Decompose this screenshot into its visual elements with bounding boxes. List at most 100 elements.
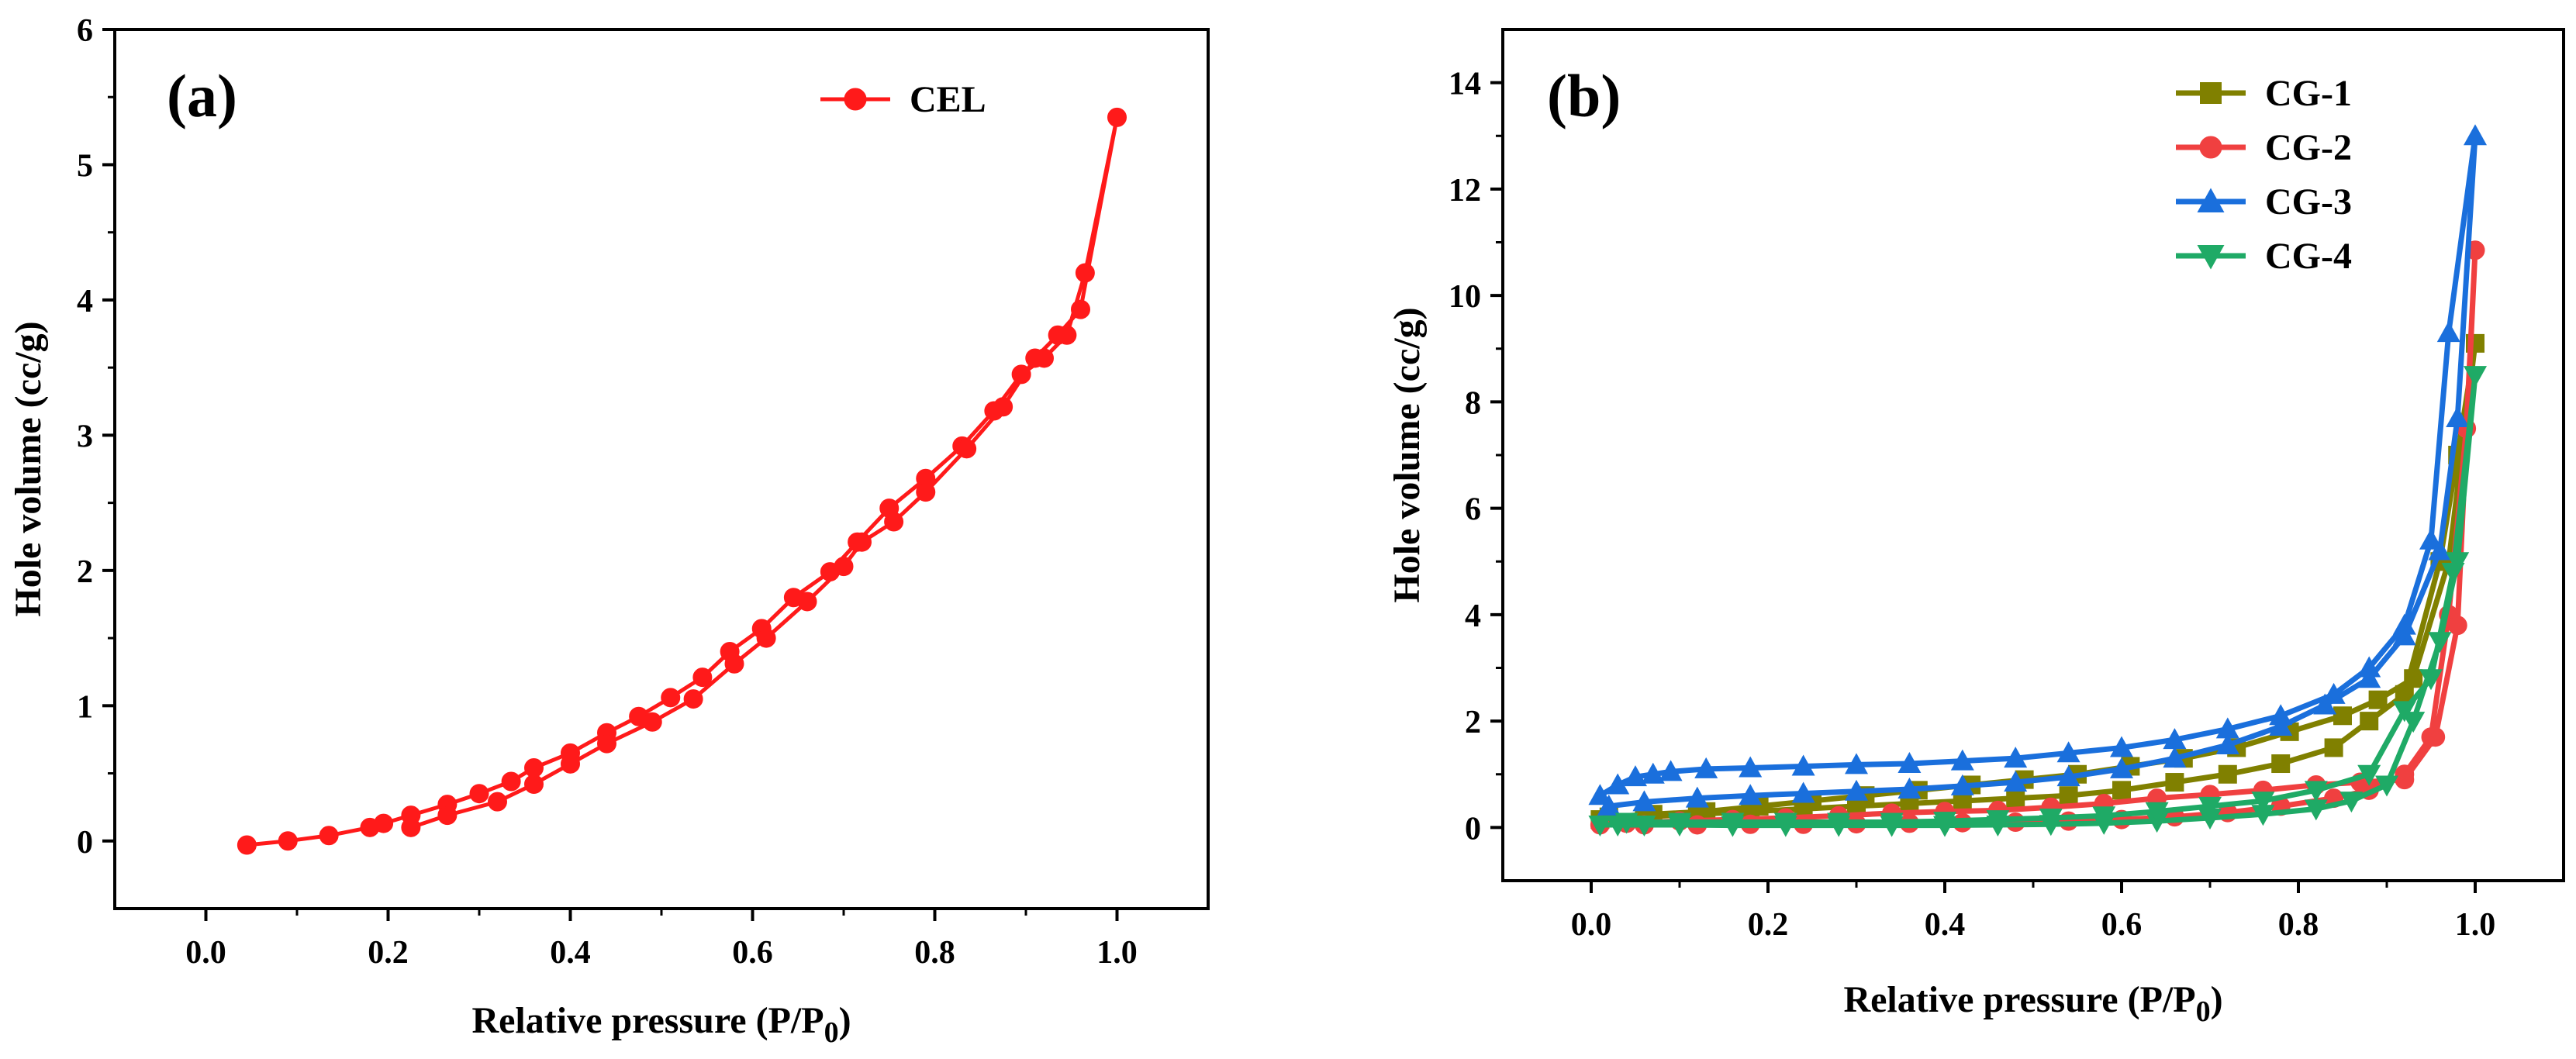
panel-b-data-point-CG-3 [2163,747,2187,768]
panel-b-data-point-CG-3 [2269,714,2293,736]
panel-a-x-tick-label: 0.0 [185,935,226,971]
panel-b-label: (b) [1547,62,1621,129]
panel-a-x-axis-title: Relative pressure (P/P0) [471,1000,851,1049]
panel-b-x-tick-label: 0.0 [1571,907,1612,943]
panel-b-data-point-CG-4 [2039,809,2063,830]
panel-a-data-point-CEL [501,771,521,792]
panel-a-y-tick-label: 2 [77,554,93,590]
panel-b-data-point-CG-3 [1897,777,1922,799]
panel-b-data-point-CG-4 [1632,815,1656,837]
panel-b-x-tick-label: 0.2 [1748,907,1789,943]
panel-b-series-CG-2 [1590,240,2485,835]
panel-a-series-CEL [237,107,1127,855]
panel-b-legend-marker-CG-2 [2199,136,2222,159]
panel-b-x-axis-title: Relative pressure (P/P0) [1843,979,2222,1028]
panel-b-data-point-CG-3 [1845,779,1868,801]
panel-b-data-point-CG-3 [2428,539,2452,561]
panel-b-data-point-CG-4 [2304,799,2328,821]
panel-b-x-tick-label: 0.8 [2278,907,2319,943]
panel-a-y-tick-label: 3 [77,419,93,454]
panel-a-data-point-CEL [1048,325,1068,345]
panel-b-series-line-CG-1 [1600,340,2478,823]
panel-b-data-point-CG-4 [1721,812,1745,834]
panel-b-data-point-CG-3 [2357,667,2381,688]
panel-b-y-tick-label: 8 [1465,385,1481,421]
panel-b-data-point-CG-3 [2004,771,2028,792]
panel-b-data-point-CG-3 [2357,656,2381,678]
panel-b-data-point-CG-4 [1773,812,1797,834]
panel-a-x-tick-label: 0.2 [368,935,409,971]
panel-b-data-point-CG-4 [1880,812,1904,834]
panel-b-y-tick-label: 2 [1465,705,1481,740]
panel-b-data-point-CG-1 [2368,690,2388,709]
panel-a-data-point-CEL [469,784,489,804]
panel-a-data-point-CEL [401,817,421,837]
panel-b-data-point-CG-4 [1588,815,1612,837]
panel-a-data-point-CEL [319,826,339,846]
panel-b-data-point-CG-3 [2313,693,2337,715]
panel-b-data-point-CG-3 [1632,790,1656,812]
panel-b-data-point-CG-2 [2447,616,2467,636]
panel-b-chart: 0.0 0.2 0.4 0.6 0.8 1.0 0 2 4 6 8 10 12 14 Relative pr… [1386,28,2565,1028]
panel-a-data-point-CEL [488,792,507,812]
panel-a-data-point-CEL [661,688,681,708]
panel-a-data-point-CEL [1071,299,1090,319]
panel-b-data-point-CG-3 [2056,765,2080,787]
panel-b-data-point-CG-1 [2324,738,2343,757]
panel-b-y-tick-label: 12 [1449,173,1481,209]
panel-b-frame [1501,28,2565,882]
panel-b-data-point-CG-3 [2392,613,2416,635]
panel-b-data-point-CG-3 [1739,756,1763,778]
panel-b-data-point-CG-3 [2004,747,2028,768]
panel-a-data-point-CEL [884,512,904,532]
panel-b-data-point-CG-3 [2110,736,2133,757]
panel-a-data-point-CEL [278,831,298,851]
panel-a-frame [113,28,1210,910]
panel-b-data-point-CG-3 [1588,784,1612,805]
panel-b-legend-label-CG-4: CG-4 [2265,236,2352,277]
panel-b-data-point-CG-3 [2419,528,2443,550]
panel-a-y-tick-label: 4 [77,284,93,319]
panel-a-data-point-CEL [437,805,458,826]
panel-a-data-point-CEL [374,813,394,833]
panel-b-data-point-CG-4 [2092,806,2116,828]
panel-a-y-tick-label: 1 [77,689,93,725]
panel-b-data-point-CG-4 [1668,812,1691,834]
panel-b-data-point-CG-4 [2251,805,2275,826]
panel-a-data-point-CEL [237,835,257,855]
panel-b-series-CG-4 [1588,366,2487,837]
panel-b-data-point-CG-3 [1950,749,1974,771]
panel-a-data-point-CEL [756,628,776,648]
panel-b-data-point-CG-3 [1897,752,1922,774]
panel-a-data-point-CEL [834,557,854,577]
panel-a-legend-label-CEL: CEL [910,79,986,120]
panel-b-data-point-CG-1 [2112,781,2131,800]
panel-a-data-point-CEL [1025,348,1045,368]
panel-a-x-tick-label: 1.0 [1096,935,1138,971]
panel-b-y-tick-label: 6 [1465,492,1481,528]
panel-b-series-CG-3 [1588,124,2487,816]
panel-b-data-point-CG-3 [1694,757,1718,778]
panel-b-data-point-CG-4 [2464,366,2487,388]
panel-b-data-point-CG-1 [2218,764,2237,784]
panel-b-data-point-CG-3 [2215,717,2239,739]
panel-a-legend-marker-CEL [844,88,867,111]
panel-a-y-axis-title: Hole volume (cc/g) [8,321,49,616]
panel-b-data-point-CG-3 [1845,753,1868,774]
panel-b-series-line-CG-3 [1598,133,2478,809]
panel-a-x-tick-label: 0.8 [914,935,955,971]
panel-b-data-point-CG-3 [2464,124,2487,146]
panel-b-data-point-CG-3 [2269,704,2293,726]
panel-b-data-point-CG-4 [2446,552,2470,574]
panel-b-data-point-CG-3 [1659,760,1683,781]
panel-b-legend-label-CG-1: CG-1 [2265,73,2352,114]
panel-b-legend-marker-CG-4 [2197,245,2225,270]
panel-b-data-point-CG-3 [1791,781,1815,803]
panel-b-data-point-CG-3 [2215,733,2239,755]
panel-b-data-point-CG-1 [2006,788,2025,808]
panel-b-legend-label-CG-2: CG-2 [2265,127,2352,168]
panel-b-data-point-CG-3 [2322,682,2346,704]
panel-b-data-point-CG-4 [2402,712,2426,733]
panel-b-legend-label-CG-3: CG-3 [2265,181,2352,222]
panel-b-data-point-CG-1 [2404,669,2423,688]
